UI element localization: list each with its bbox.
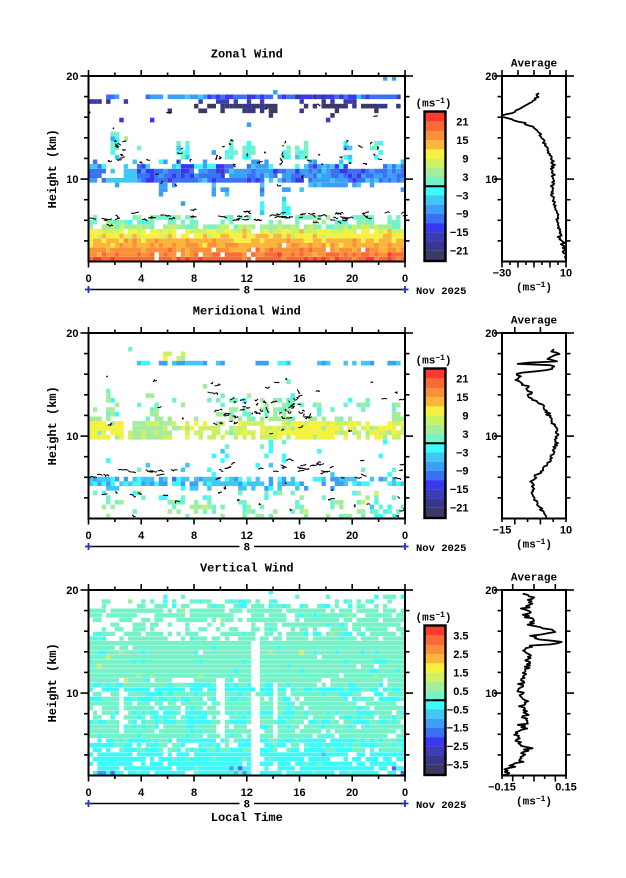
- svg-text:−3: −3: [456, 190, 469, 202]
- svg-text:(ms−1): (ms−1): [516, 281, 552, 295]
- svg-text:10: 10: [485, 174, 497, 186]
- svg-text:−3: −3: [456, 447, 469, 459]
- svg-text:20: 20: [485, 71, 497, 83]
- svg-text:20: 20: [346, 273, 358, 285]
- svg-text:16: 16: [293, 273, 305, 285]
- svg-text:16: 16: [293, 530, 305, 542]
- svg-text:20: 20: [66, 585, 78, 597]
- svg-text:Vertical Wind: Vertical Wind: [200, 562, 294, 576]
- svg-text:20: 20: [485, 585, 497, 597]
- svg-text:4: 4: [138, 273, 145, 285]
- svg-text:8: 8: [191, 530, 197, 542]
- svg-text:Nov 2025: Nov 2025: [416, 286, 466, 298]
- svg-text:0: 0: [85, 787, 91, 799]
- svg-text:−21: −21: [450, 246, 469, 258]
- svg-text:3: 3: [462, 172, 468, 184]
- svg-text:1.5: 1.5: [453, 667, 468, 679]
- svg-text:0: 0: [85, 273, 91, 285]
- svg-text:0.5: 0.5: [453, 686, 468, 698]
- svg-text:10: 10: [560, 525, 572, 537]
- svg-text:21: 21: [456, 374, 468, 386]
- svg-text:20: 20: [346, 787, 358, 799]
- svg-text:(ms−1): (ms−1): [516, 795, 552, 809]
- svg-text:0: 0: [402, 787, 408, 799]
- svg-text:−9: −9: [456, 209, 469, 221]
- svg-text:Height (km): Height (km): [46, 643, 60, 722]
- svg-text:2.5: 2.5: [453, 649, 468, 661]
- svg-text:3: 3: [462, 429, 468, 441]
- svg-text:Average: Average: [511, 316, 558, 328]
- svg-text:20: 20: [346, 530, 358, 542]
- svg-text:0.15: 0.15: [555, 782, 576, 794]
- svg-text:10: 10: [485, 688, 497, 700]
- svg-text:3.5: 3.5: [453, 631, 468, 643]
- svg-text:15: 15: [456, 135, 468, 147]
- svg-text:0: 0: [402, 273, 408, 285]
- svg-text:9: 9: [462, 410, 468, 422]
- svg-text:−15: −15: [450, 227, 469, 239]
- svg-text:−1.5: −1.5: [447, 723, 469, 735]
- svg-text:(ms−1): (ms−1): [416, 611, 452, 625]
- svg-text:10: 10: [66, 688, 78, 700]
- svg-text:Meridional Wind: Meridional Wind: [193, 305, 301, 319]
- svg-text:12: 12: [241, 530, 253, 542]
- svg-text:8: 8: [244, 285, 250, 297]
- svg-text:−3.5: −3.5: [447, 760, 469, 772]
- svg-text:8: 8: [244, 542, 250, 554]
- svg-text:21: 21: [456, 117, 468, 129]
- svg-text:Nov 2025: Nov 2025: [416, 543, 466, 555]
- svg-text:12: 12: [241, 273, 253, 285]
- svg-text:Zonal Wind: Zonal Wind: [211, 48, 283, 62]
- svg-text:8: 8: [191, 273, 197, 285]
- svg-text:10: 10: [560, 268, 572, 280]
- svg-text:Average: Average: [511, 59, 558, 71]
- svg-text:Height (km): Height (km): [46, 129, 60, 208]
- svg-text:−0.5: −0.5: [447, 704, 469, 716]
- svg-text:Height (km): Height (km): [46, 386, 60, 465]
- svg-text:8: 8: [191, 787, 197, 799]
- svg-text:−9: −9: [456, 466, 469, 478]
- svg-text:(ms−1): (ms−1): [416, 354, 452, 368]
- svg-text:Local Time: Local Time: [211, 811, 283, 825]
- svg-text:10: 10: [485, 431, 497, 443]
- svg-text:4: 4: [138, 787, 145, 799]
- svg-text:20: 20: [66, 71, 78, 83]
- svg-text:−15: −15: [450, 484, 469, 496]
- svg-text:−21: −21: [450, 503, 469, 515]
- svg-text:0: 0: [402, 530, 408, 542]
- svg-text:10: 10: [66, 431, 78, 443]
- svg-text:20: 20: [66, 328, 78, 340]
- svg-text:−30: −30: [493, 268, 512, 280]
- svg-text:Average: Average: [511, 573, 558, 585]
- svg-text:−2.5: −2.5: [447, 741, 469, 753]
- svg-text:4: 4: [138, 530, 145, 542]
- svg-text:(ms−1): (ms−1): [516, 538, 552, 552]
- svg-text:16: 16: [293, 787, 305, 799]
- svg-text:−15: −15: [493, 525, 512, 537]
- svg-text:20: 20: [485, 328, 497, 340]
- svg-text:9: 9: [462, 153, 468, 165]
- svg-text:15: 15: [456, 392, 468, 404]
- svg-text:−0.15: −0.15: [488, 782, 516, 794]
- svg-text:12: 12: [241, 787, 253, 799]
- svg-text:Nov 2025: Nov 2025: [416, 800, 466, 812]
- svg-text:(ms−1): (ms−1): [416, 97, 452, 111]
- svg-text:10: 10: [66, 174, 78, 186]
- svg-text:0: 0: [85, 530, 91, 542]
- svg-text:8: 8: [244, 799, 250, 811]
